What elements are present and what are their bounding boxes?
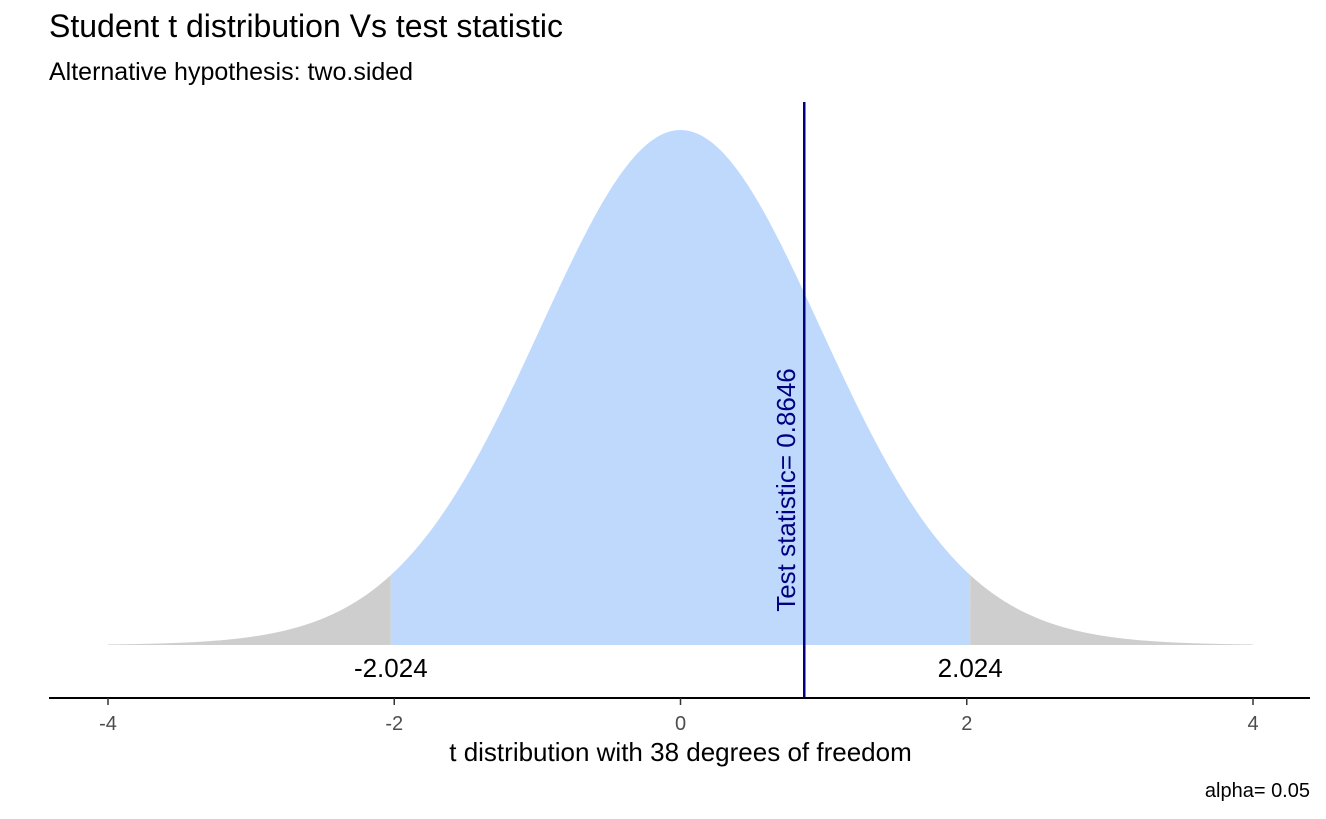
critical-value-label: -2.024	[354, 653, 428, 683]
region-acceptance	[390, 130, 971, 645]
alpha-caption: alpha= 0.05	[1204, 780, 1310, 802]
region-rejection-right	[970, 575, 1253, 645]
x-tick-label: 4	[1247, 713, 1258, 735]
x-tick-label: 2	[961, 713, 972, 735]
chart-subtitle: Alternative hypothesis: two.sided	[49, 58, 414, 86]
density-areas	[108, 130, 1253, 645]
region-rejection-left	[108, 575, 391, 645]
chart-title: Student t distribution Vs test statistic	[49, 8, 564, 44]
test-statistic-label: Test statistic= 0.8646	[771, 368, 801, 612]
x-tick-label: -2	[385, 713, 403, 735]
critical-value-labels: -2.024 2.024	[354, 653, 1003, 683]
critical-value-label: 2.024	[938, 653, 1003, 683]
x-tick-label: -4	[99, 713, 117, 735]
x-axis-ticks: -4 -2 0 2 4	[99, 698, 1259, 735]
x-tick-label: 0	[675, 713, 686, 735]
x-axis-label: t distribution with 38 degrees of freedo…	[449, 737, 911, 767]
